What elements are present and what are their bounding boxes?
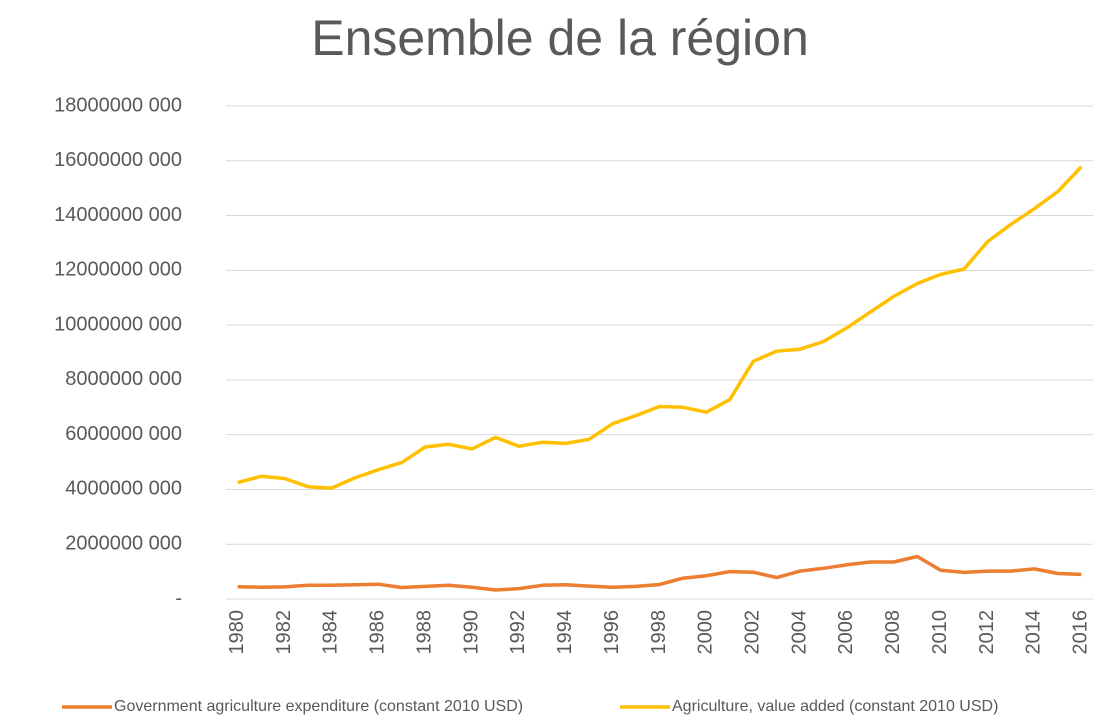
x-tick-label: 1980 (226, 610, 248, 655)
x-tick-label: 2014 (1023, 610, 1045, 655)
y-tick-label: - (175, 587, 182, 609)
legend-label: Government agriculture expenditure (cons… (114, 698, 523, 715)
x-tick-label: 1986 (367, 610, 389, 655)
x-tick-label: 2002 (742, 610, 764, 655)
y-tick-label: 14000000 000 (54, 204, 182, 226)
y-tick-label: 12000000 000 (54, 259, 182, 281)
y-tick-label: 18000000 000 (54, 94, 182, 116)
x-tick-label: 1996 (601, 610, 623, 655)
y-tick-label: 4000000 000 (65, 478, 182, 500)
y-tick-label: 8000000 000 (65, 368, 182, 390)
y-tick-label: 6000000 000 (65, 423, 182, 445)
x-tick-label: 1984 (320, 610, 342, 655)
x-tick-label: 1982 (273, 610, 295, 655)
x-tick-label: 1994 (554, 610, 576, 655)
y-tick-label: 10000000 000 (54, 313, 182, 335)
y-tick-label: 16000000 000 (54, 149, 182, 171)
series-line (237, 554, 1082, 592)
x-tick-label: 2010 (929, 610, 951, 655)
series-line (237, 165, 1083, 490)
y-tick-label: 2000000 000 (65, 533, 182, 555)
x-tick-label: 2012 (976, 610, 998, 655)
x-tick-label: 1998 (648, 610, 670, 655)
x-tick-label: 2000 (695, 610, 717, 655)
chart-title: Ensemble de la région (311, 10, 809, 66)
x-tick-label: 2016 (1070, 610, 1092, 655)
x-tick-label: 2006 (835, 610, 857, 655)
x-tick-label: 1990 (460, 610, 482, 655)
legend-label: Agriculture, value added (constant 2010 … (672, 698, 998, 715)
x-tick-label: 1988 (413, 610, 435, 655)
x-tick-label: 2008 (882, 610, 904, 655)
x-tick-label: 1992 (507, 610, 529, 655)
x-tick-label: 2004 (788, 610, 810, 655)
